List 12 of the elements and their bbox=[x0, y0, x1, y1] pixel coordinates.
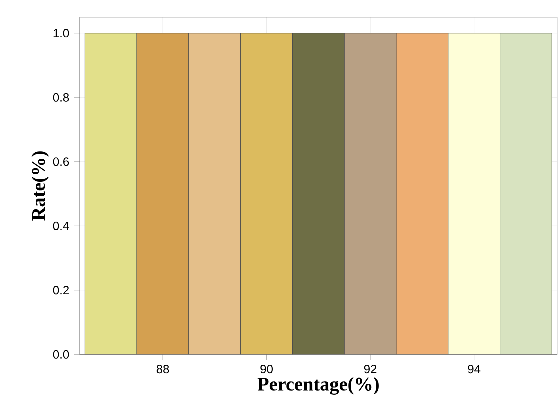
y-tick-label: 0.0 bbox=[53, 350, 70, 360]
y-axis-title: Rate(%) bbox=[32, 152, 50, 222]
y-tick-label: 0.2 bbox=[53, 286, 69, 295]
x-tick-label: 90 bbox=[260, 365, 273, 374]
x-tick-label: 88 bbox=[156, 365, 170, 374]
x-tick-label: 92 bbox=[364, 365, 377, 374]
x-tick-label: 94 bbox=[468, 365, 481, 374]
y-tick-label: 0.4 bbox=[53, 222, 70, 231]
y-tick-label: 0.8 bbox=[53, 94, 70, 102]
y-tick-label: 1.0 bbox=[54, 29, 70, 38]
x-axis-title: Percentage(%) bbox=[258, 378, 379, 396]
y-tick-label: 0.6 bbox=[53, 158, 70, 166]
